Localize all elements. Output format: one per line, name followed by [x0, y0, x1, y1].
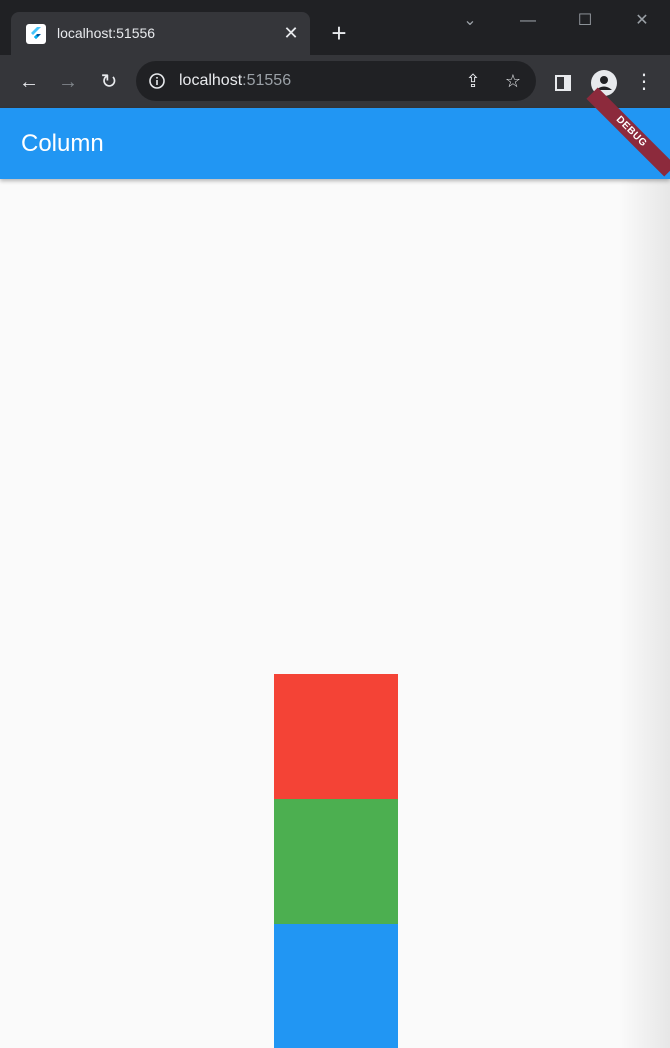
forward-button[interactable]: →	[58, 71, 78, 93]
green-box	[274, 799, 398, 924]
browser-toolbar: ← → ↻ localhost:51556 ⇪ ☆ ⋮	[0, 55, 670, 108]
back-button[interactable]: ←	[19, 71, 39, 93]
site-info-icon[interactable]	[148, 72, 166, 90]
tab-close-icon[interactable]: ✕	[283, 23, 299, 43]
star-icon[interactable]: ☆	[504, 71, 522, 91]
close-window-button[interactable]: ✕	[635, 12, 649, 29]
tab-search-icon[interactable]: ⌄	[463, 12, 477, 29]
app-body	[0, 179, 670, 1048]
address-bar[interactable]: localhost:51556 ⇪ ☆	[136, 61, 536, 101]
menu-icon[interactable]: ⋮	[634, 71, 654, 93]
blue-box	[274, 924, 398, 1048]
url-host: localhost	[179, 72, 243, 89]
minimize-button[interactable]: —	[520, 12, 536, 29]
tab-title: localhost:51556	[57, 25, 156, 41]
side-panel-icon[interactable]	[548, 67, 578, 97]
app-bar: Column	[0, 108, 670, 179]
page-title: Column	[21, 130, 104, 157]
browser-tab[interactable]: localhost:51556 ✕	[11, 12, 310, 55]
new-tab-button[interactable]: +	[331, 18, 347, 48]
flutter-icon	[26, 24, 46, 44]
url-port: :51556	[242, 72, 292, 89]
browser-tab-strip: localhost:51556 ✕ + ⌄ — ☐ ✕	[0, 0, 670, 55]
reload-button[interactable]: ↻	[100, 71, 118, 93]
share-icon[interactable]: ⇪	[465, 71, 481, 91]
maximize-button[interactable]: ☐	[577, 12, 593, 29]
red-box	[274, 674, 398, 799]
address-url[interactable]: localhost:51556	[179, 72, 291, 90]
